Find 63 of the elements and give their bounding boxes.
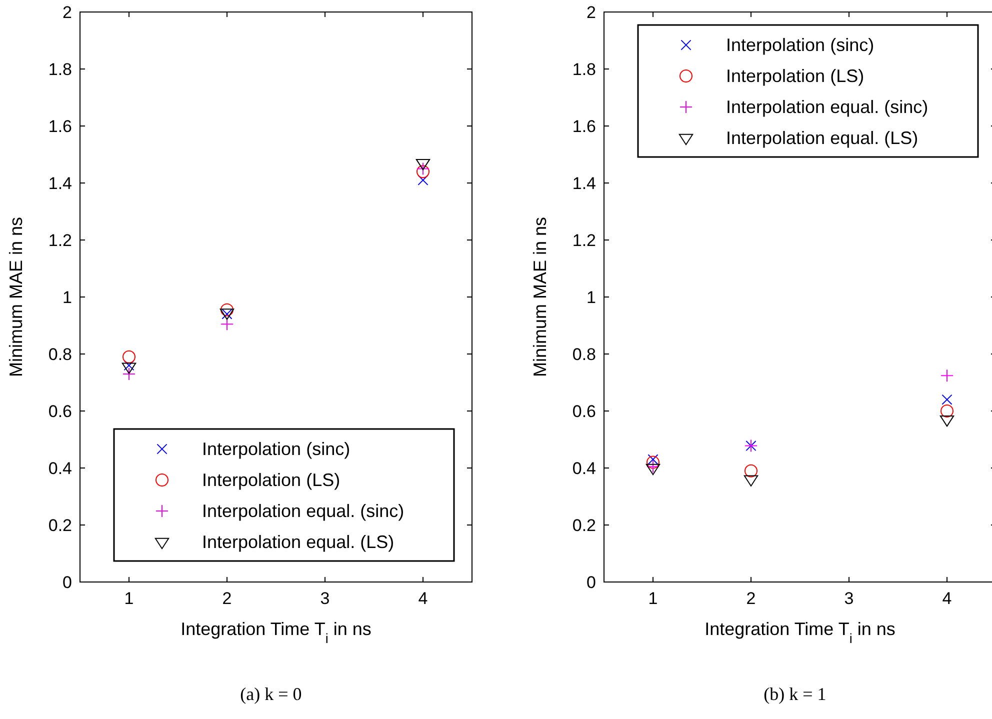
point <box>122 367 136 380</box>
x-axis-title: Integration Time T$_{i}$ in ns <box>704 619 896 646</box>
legend-label: Interpolation equal. (sinc) <box>726 97 928 117</box>
y-tick-label: 0.8 <box>48 345 72 364</box>
x-tick-label: 2 <box>746 589 756 608</box>
point <box>416 165 430 178</box>
point <box>646 464 660 476</box>
point <box>416 158 430 170</box>
x-axis-title: Integration Time T$_{i}$ in ns <box>180 619 372 646</box>
legend-label: Interpolation (sinc) <box>726 35 874 55</box>
point <box>220 303 234 316</box>
y-tick-label: 0 <box>586 573 596 592</box>
y-tick-label: 1.8 <box>572 60 596 79</box>
y-tick-label: 0.2 <box>572 516 596 535</box>
point <box>220 318 234 331</box>
y-tick-label: 0.8 <box>572 345 596 364</box>
legend-label: Interpolation (LS) <box>202 470 340 490</box>
point <box>418 174 428 186</box>
point <box>646 456 660 469</box>
legend-label: Interpolation equal. (LS) <box>726 128 918 148</box>
x-tick-label: 4 <box>418 589 428 608</box>
text: (b) k = 1 <box>764 684 826 704</box>
point <box>942 394 952 405</box>
y-tick-label: 1 <box>62 288 72 307</box>
point <box>646 460 660 474</box>
y-tick-label: 1 <box>586 288 596 307</box>
legend-label: Interpolation (sinc) <box>202 439 350 459</box>
point <box>122 362 136 374</box>
y-tick-label: 1.8 <box>48 60 72 79</box>
y-tick-label: 1.6 <box>48 117 72 136</box>
legend-label: Interpolation equal. (sinc) <box>202 501 404 521</box>
point <box>744 475 758 486</box>
x-tick-label: 2 <box>222 589 232 608</box>
y-tick-label: 1.2 <box>572 231 596 250</box>
y-tick-label: 0.6 <box>48 402 72 421</box>
y-tick-label: 0.6 <box>572 402 596 421</box>
x-tick-label: 3 <box>320 589 330 608</box>
point <box>648 454 658 465</box>
y-tick-label: 2 <box>62 3 72 22</box>
text: (a) k = 0 <box>240 684 302 704</box>
y-tick-label: 1.2 <box>48 231 72 250</box>
point <box>940 369 954 382</box>
x-tick-label: 3 <box>844 589 854 608</box>
y-axis-title: Minimum MAE in ns <box>530 216 550 378</box>
x-tick-label: 1 <box>648 589 658 608</box>
y-tick-label: 1.6 <box>572 117 596 136</box>
y-tick-label: 2 <box>586 3 596 22</box>
y-tick-label: 0.4 <box>572 459 596 478</box>
x-tick-label: 4 <box>942 589 952 608</box>
y-axis-title: Minimum MAE in ns <box>6 216 26 378</box>
y-tick-label: 1.4 <box>48 174 72 193</box>
point <box>744 464 758 478</box>
y-tick-label: 0 <box>62 573 72 592</box>
x-tick-label: 1 <box>124 589 134 608</box>
y-tick-label: 0.4 <box>48 459 72 478</box>
point <box>940 415 954 427</box>
point <box>940 404 954 418</box>
y-tick-label: 0.2 <box>48 516 72 535</box>
point <box>122 350 136 364</box>
legend-label: Interpolation equal. (LS) <box>202 532 394 552</box>
legend-label: Interpolation (LS) <box>726 66 864 86</box>
point <box>416 162 430 176</box>
y-tick-label: 1.4 <box>572 174 596 193</box>
